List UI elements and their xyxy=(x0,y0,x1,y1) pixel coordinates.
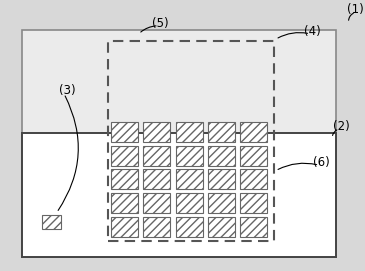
Text: (6): (6) xyxy=(313,156,330,169)
Bar xyxy=(240,169,267,189)
Bar xyxy=(111,169,138,189)
Bar xyxy=(22,133,336,257)
Text: (5): (5) xyxy=(152,17,169,30)
Bar xyxy=(143,217,170,237)
FancyBboxPatch shape xyxy=(22,30,336,257)
Bar xyxy=(240,122,267,142)
Bar xyxy=(208,217,235,237)
Bar xyxy=(111,146,138,166)
Bar xyxy=(208,169,235,189)
Bar xyxy=(240,193,267,213)
Text: (2): (2) xyxy=(333,120,350,133)
Bar xyxy=(143,169,170,189)
Bar xyxy=(42,215,61,229)
Bar xyxy=(143,146,170,166)
Text: (4): (4) xyxy=(304,25,320,38)
Bar xyxy=(176,122,203,142)
Bar xyxy=(111,193,138,213)
Bar xyxy=(143,122,170,142)
Bar xyxy=(240,146,267,166)
Bar xyxy=(176,193,203,213)
Bar xyxy=(176,169,203,189)
Text: (3): (3) xyxy=(59,84,76,97)
Bar xyxy=(208,146,235,166)
Bar xyxy=(111,217,138,237)
Bar xyxy=(143,193,170,213)
Bar xyxy=(176,217,203,237)
Bar xyxy=(111,122,138,142)
Bar xyxy=(208,122,235,142)
Text: (1): (1) xyxy=(347,3,364,16)
Bar xyxy=(108,41,274,241)
Bar xyxy=(208,193,235,213)
Bar xyxy=(240,217,267,237)
Bar xyxy=(176,146,203,166)
